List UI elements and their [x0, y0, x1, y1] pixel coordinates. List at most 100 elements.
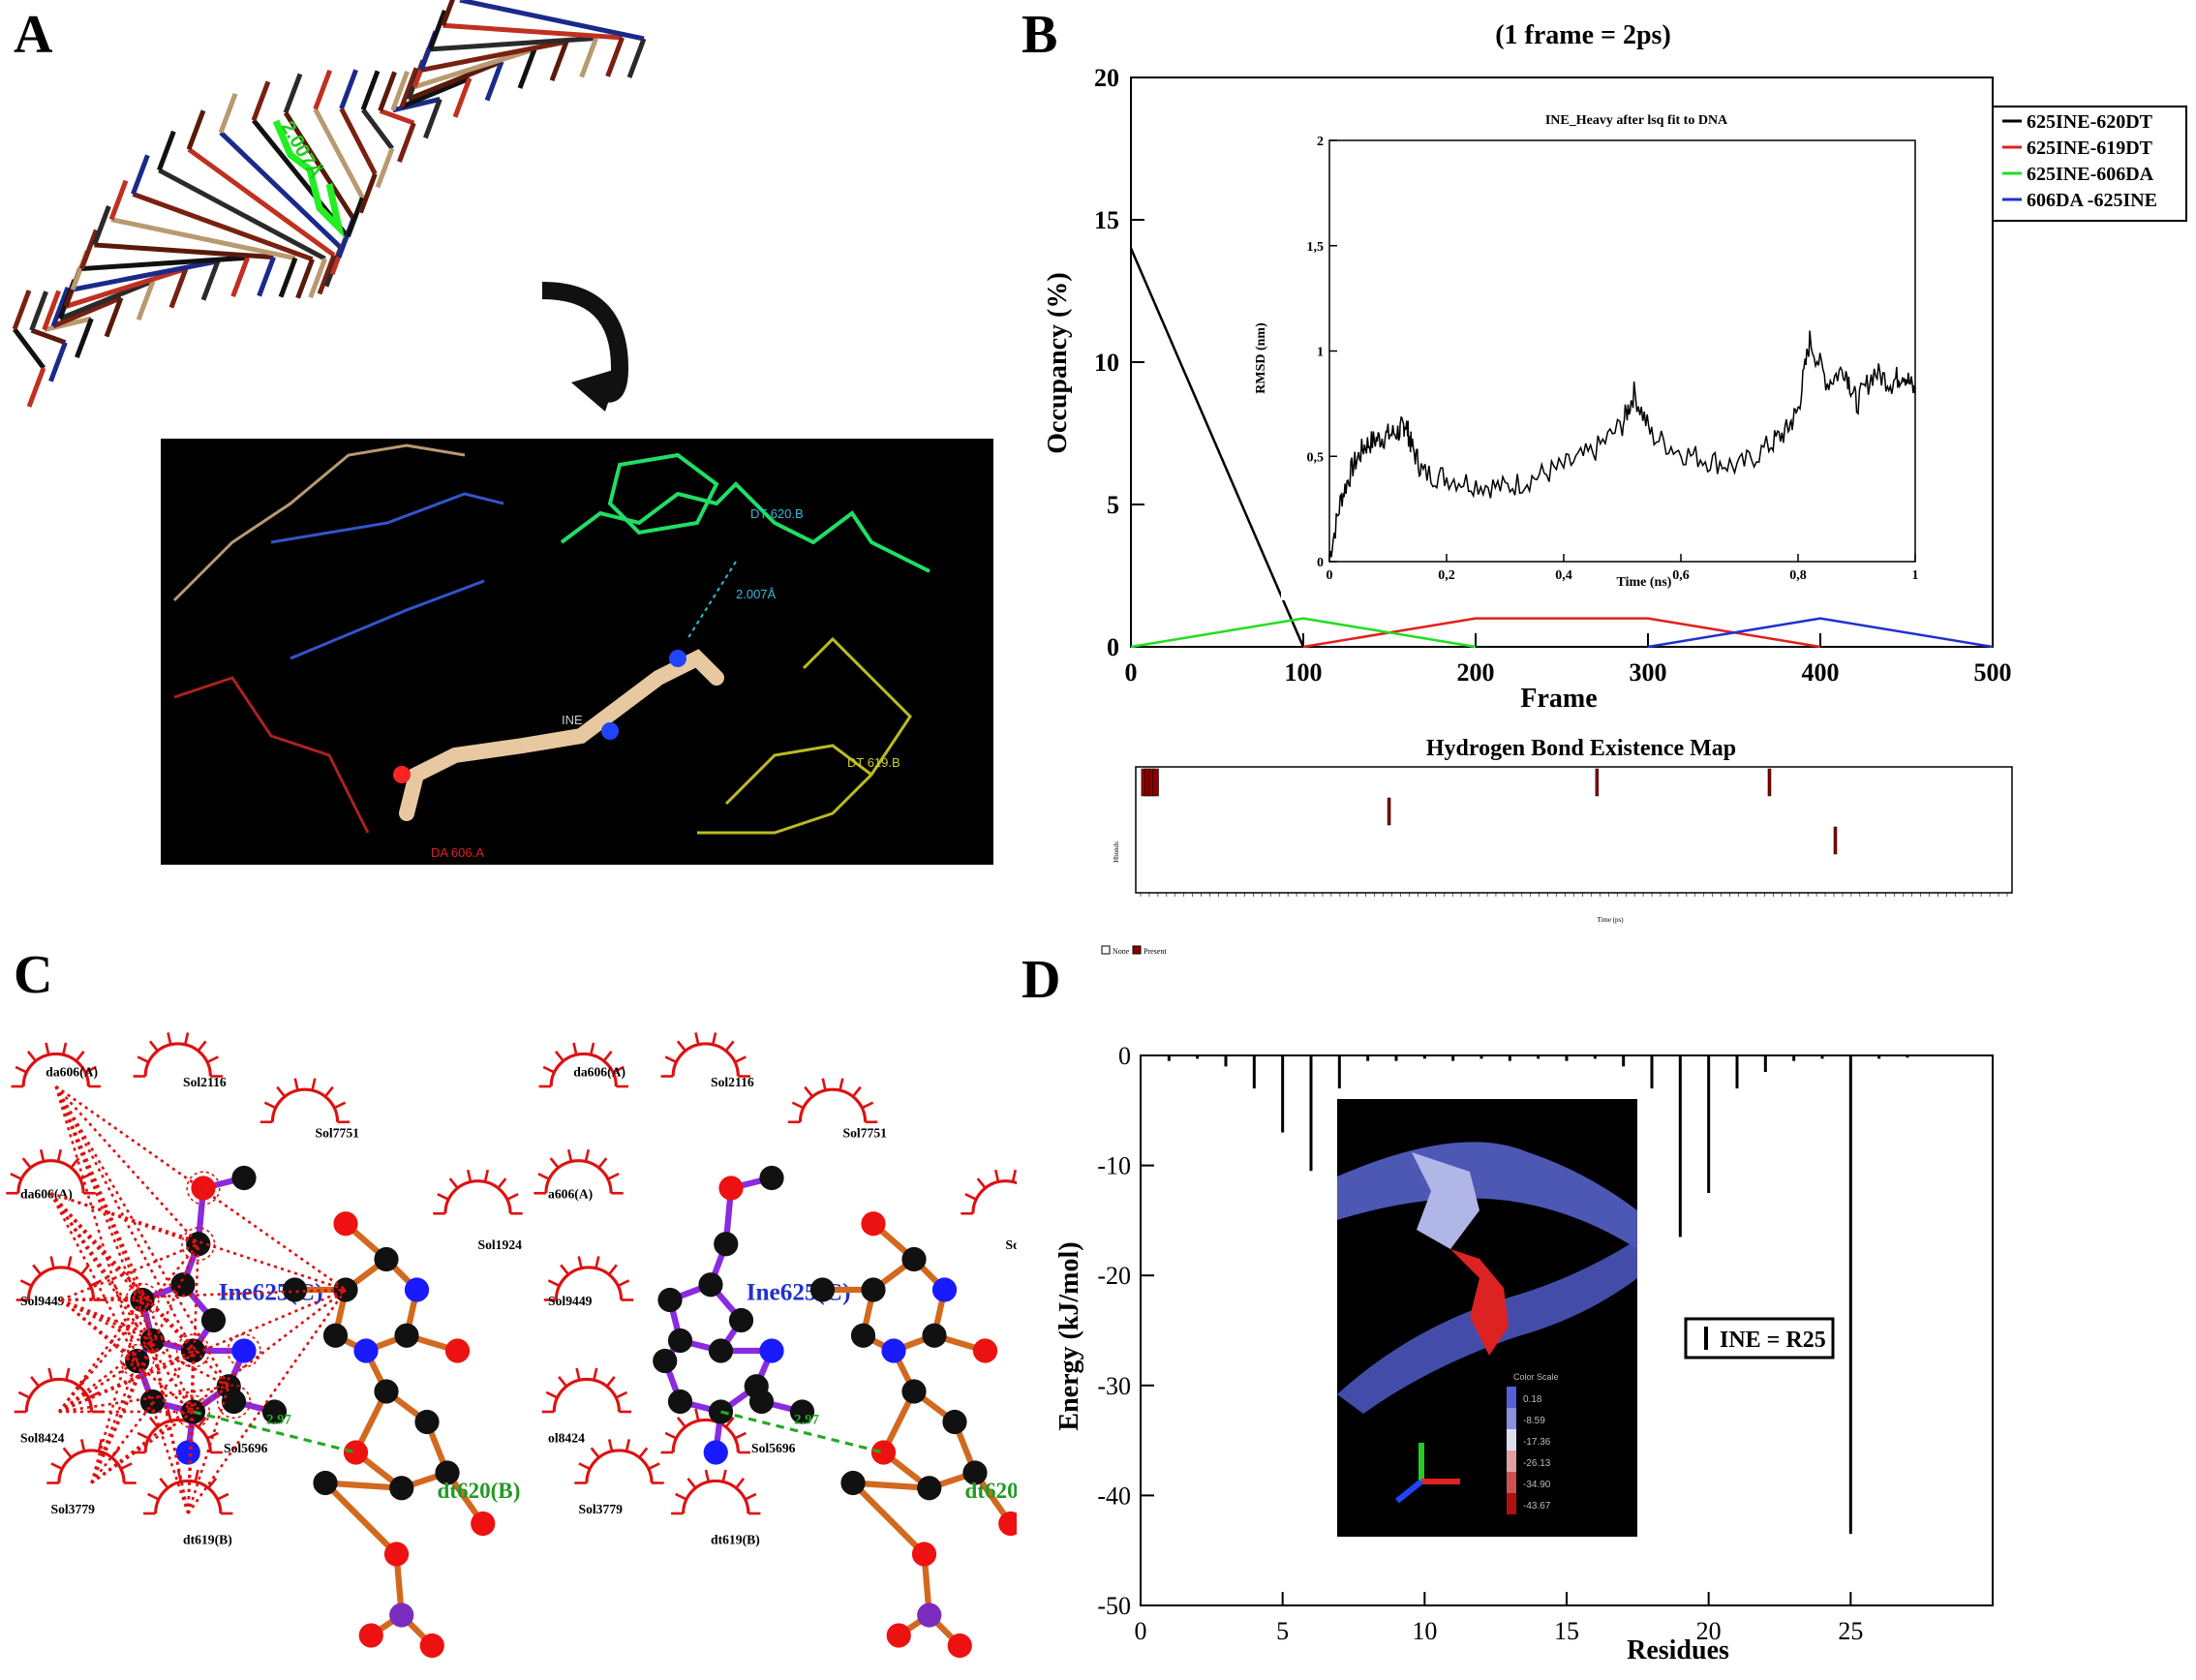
dt619-ring: [724, 744, 872, 806]
c-nucleotide-atom: [374, 1246, 399, 1272]
c-arc-spike: [676, 1417, 686, 1428]
b-inset-ytick-label: 0: [1317, 556, 1324, 570]
c-contact-line: [60, 1242, 199, 1301]
c-nucleotide-atom: [850, 1323, 876, 1348]
c-residue-label-2: Sol7751: [843, 1126, 888, 1141]
c-arc-spike: [10, 1173, 22, 1180]
c-nucleotide-atom: [282, 1277, 308, 1302]
c-contact-line: [54, 1085, 195, 1352]
c-arc-spike: [216, 1492, 229, 1501]
helix-base-pair: [339, 107, 378, 175]
b-inset-ytick-label: 1,5: [1307, 240, 1325, 255]
c-arc-spike: [605, 1376, 616, 1388]
c-arc-spike: [791, 1101, 805, 1110]
panel-b-chart: (1 frame = 2ps) 0 100 200 300 400 50005101520…: [1043, 20, 2187, 956]
panel-label-c: C: [14, 945, 53, 1005]
helix-base-pair: [94, 242, 274, 260]
c-arc-spike: [964, 1193, 977, 1201]
d-color-value-1: -8.59: [1523, 1416, 1545, 1426]
helix-base-pair: [459, 0, 645, 42]
c-hydrophobic-arc: [270, 1087, 340, 1122]
d-color-value-0: 0.18: [1523, 1394, 1542, 1405]
c-hydrophobic-arc: [671, 1418, 740, 1453]
c-arc-spike: [183, 1032, 190, 1046]
panel-label-a: A: [14, 5, 53, 65]
c-arc-spike: [61, 1042, 68, 1055]
c-hydrophobic-arc: [26, 1266, 96, 1300]
c-hydrophobic-arc: [57, 1449, 126, 1483]
d-axis-z-icon: [1395, 1479, 1423, 1504]
b-main-xtick-label: 200: [1457, 658, 1495, 687]
c-nucleotide-atom: [374, 1379, 399, 1404]
helix-backbone: [484, 60, 504, 102]
c-contact-line: [50, 1192, 199, 1245]
helix-backbone: [29, 290, 48, 331]
backbone-red: [173, 676, 370, 834]
b-main-xtick-label: 100: [1285, 658, 1323, 687]
c-arc-spike: [79, 1439, 86, 1452]
c-residue-label-8: Sol3779: [579, 1502, 624, 1516]
c-arc-spike: [615, 1390, 628, 1399]
c-arc-spike: [577, 1256, 583, 1269]
helix-base-pair: [187, 147, 336, 258]
c-ligand-atom: [703, 1440, 728, 1465]
b-map-mark-5: [1595, 768, 1600, 797]
c-arc-spike: [30, 1376, 40, 1388]
helix-backbone: [517, 48, 537, 89]
c-atom-halo: [227, 1333, 261, 1368]
c-arc-spike: [497, 1177, 507, 1189]
c-arc-spike: [45, 1042, 50, 1055]
c-arc-spike: [276, 1085, 287, 1098]
helix-backbone: [131, 154, 150, 196]
c-arc-spike: [15, 1065, 28, 1074]
helix-base-pair: [59, 278, 154, 321]
helix-base-pair: [65, 266, 187, 309]
c-contact-line: [90, 1288, 347, 1484]
c-arc-spike: [194, 1469, 199, 1482]
c-dt-label: dt620(B): [437, 1478, 520, 1503]
c-nucleotide-atom: [901, 1246, 927, 1272]
d-ylabel: Energy (kJ/mol): [1054, 1241, 1084, 1430]
c-arc-spike: [466, 1169, 473, 1182]
b-main-xtick-label: 0: [1125, 658, 1138, 687]
helix-backbone: [375, 147, 395, 189]
helix-backbone: [579, 37, 598, 78]
helix-base-pair: [413, 46, 535, 90]
c-ligand-atom: [698, 1272, 723, 1298]
d-xlabel: Residues: [1627, 1635, 1729, 1665]
c-nucleotide-atom: [389, 1603, 414, 1628]
helix-backbone: [108, 179, 129, 221]
c-arc-spike: [676, 1040, 686, 1053]
ine-oxygen: [393, 766, 411, 783]
c-nucleotide-atom: [414, 1409, 440, 1435]
b-main-xtick-label: 500: [1974, 658, 2012, 687]
c-arc-spike: [602, 1051, 613, 1062]
c-contact-line: [49, 1192, 230, 1388]
helix-backbone: [186, 109, 206, 151]
c-arc-spike: [70, 1157, 80, 1169]
c-residue-label-5: Sol9449: [20, 1294, 65, 1308]
c-arc-spike: [597, 1157, 608, 1169]
helix-backbone: [358, 172, 378, 214]
c-arc-spike: [50, 1462, 63, 1471]
c-arc-spike: [664, 1431, 678, 1440]
c-nucleotide-atom: [886, 1623, 911, 1648]
d-color-swatch-5: [1507, 1493, 1516, 1514]
b-inset-ytick-label: 0,5: [1307, 450, 1325, 465]
ine-nitrogen: [669, 650, 686, 667]
helix-backbone: [257, 256, 276, 297]
c-arc-spike: [607, 1173, 620, 1180]
helix-base-pair: [313, 107, 365, 199]
c-arc-spike: [206, 1055, 219, 1064]
d-color-scale-title: Color Scale: [1513, 1372, 1559, 1382]
d-xtick-label: 25: [1838, 1617, 1863, 1645]
d-bar-plot: 0 5 10 15 20 25 0 -10 -20 -30 -40 -50: [1097, 1042, 1994, 1645]
c-arc-spike: [147, 1492, 160, 1501]
helix-base-pair: [132, 192, 314, 262]
c-arc-spike: [724, 1040, 735, 1053]
d-xtick-label: 20: [1696, 1617, 1722, 1645]
c-arc-spike: [589, 1042, 595, 1055]
c-nucleotide-atom: [881, 1338, 906, 1363]
b-main-ytick-label: 0: [1107, 633, 1119, 661]
